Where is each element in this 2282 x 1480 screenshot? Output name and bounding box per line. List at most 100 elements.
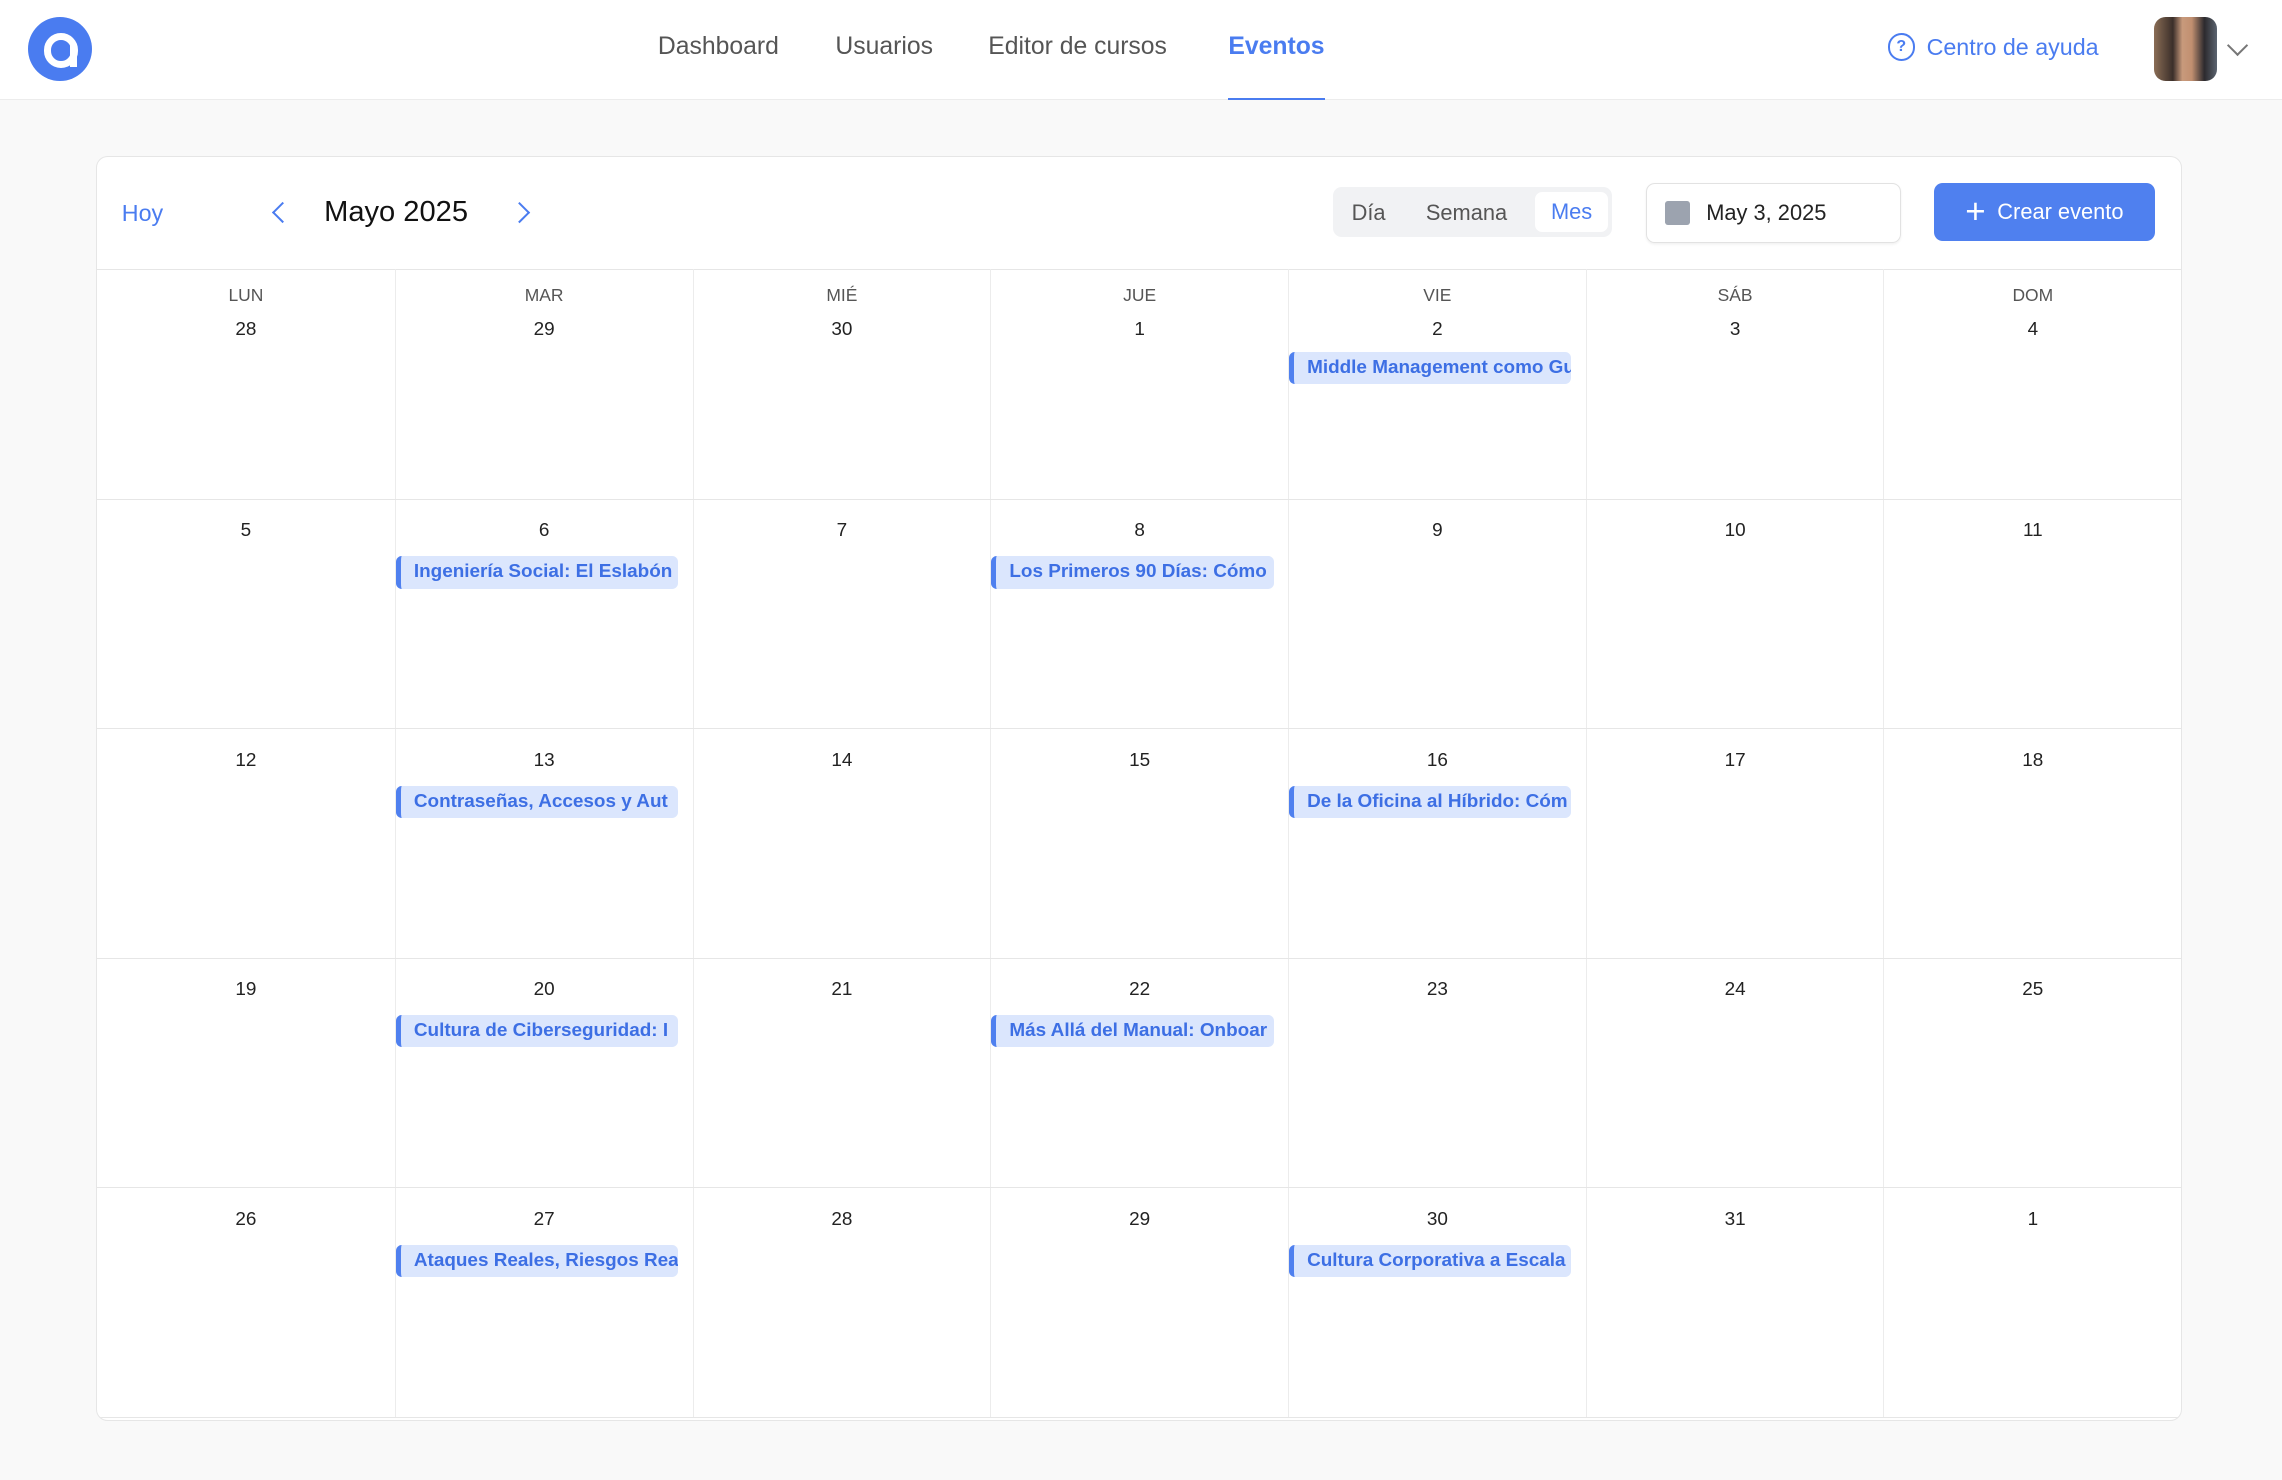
day-cell[interactable]: MAR 29	[394, 268, 693, 499]
day-number: 19	[235, 979, 257, 1001]
day-cell[interactable]: 20 Cultura de Ciberseguridad: I	[394, 958, 693, 1188]
day-cell[interactable]: 14	[692, 729, 991, 958]
day-number: 9	[1432, 520, 1443, 542]
week-row: 19 20 Cultura de Ciberseguridad: I 21 22 Más …	[97, 958, 2182, 1189]
plus-icon: +	[1965, 192, 1986, 232]
day-number: 10	[1724, 520, 1746, 542]
view-month[interactable]: Mes	[1534, 191, 1609, 233]
event-chip[interactable]: Ataques Reales, Riesgos Rea	[395, 1244, 679, 1277]
day-cell[interactable]: 13 Contraseñas, Accesos y Aut	[394, 729, 693, 958]
day-cell[interactable]: DOM 4	[1883, 268, 2181, 499]
day-number: 24	[1724, 979, 1746, 1001]
day-number: 1	[1134, 318, 1145, 340]
help-center-link[interactable]: ? Centro de ayuda	[1887, 33, 2099, 61]
day-number: 1	[2027, 1208, 2039, 1230]
calendar: Hoy Mayo 2025 Día Semana Mes May 3, 2025…	[96, 155, 2183, 1421]
day-number: 6	[538, 520, 550, 542]
event-chip[interactable]: Cultura de Ciberseguridad: I	[395, 1015, 679, 1048]
day-cell[interactable]: MIÉ 30	[692, 268, 991, 499]
day-cell[interactable]: 18	[1883, 729, 2181, 958]
view-switcher: Día Semana Mes	[1332, 187, 1613, 237]
day-cell[interactable]: VIE 2 Middle Management como Guía	[1287, 268, 1586, 499]
avatar[interactable]	[2153, 17, 2217, 82]
day-cell[interactable]: JUE 1	[990, 268, 1288, 499]
view-day[interactable]: Día	[1351, 200, 1386, 226]
day-number: 13	[533, 749, 555, 771]
today-button[interactable]: Hoy	[121, 200, 164, 227]
day-cell[interactable]: 6 Ingeniería Social: El Eslabón	[394, 499, 693, 729]
week-row: 12 13 Contraseñas, Accesos y Aut 14 15 16 De l…	[97, 729, 2182, 959]
day-number: 3	[1729, 318, 1741, 340]
day-cell[interactable]: 10	[1585, 499, 1884, 729]
day-number: 8	[1134, 520, 1145, 542]
weekday-label: LUN	[228, 284, 264, 305]
day-number: 22	[1129, 979, 1151, 1001]
nav-dashboard[interactable]: Dashboard	[657, 33, 779, 61]
day-cell[interactable]: 22 Más Allá del Manual: Onboar	[990, 958, 1288, 1188]
date-picker[interactable]: May 3, 2025	[1645, 182, 1901, 244]
day-cell[interactable]: 1	[1883, 1188, 2181, 1417]
day-cell[interactable]: 9	[1287, 499, 1586, 729]
day-cell[interactable]: 24	[1585, 958, 1884, 1188]
day-cell[interactable]: 21	[692, 958, 991, 1188]
event-chip[interactable]: Cultura Corporativa a Escala	[1288, 1244, 1572, 1277]
event-chip[interactable]: Ingeniería Social: El Eslabón	[395, 556, 679, 589]
day-cell[interactable]: LUN 28	[97, 269, 395, 499]
day-number: 17	[1724, 749, 1746, 771]
help-label: Centro de ayuda	[1926, 33, 2099, 60]
day-cell[interactable]: 8 Los Primeros 90 Días: Cómo	[990, 499, 1288, 729]
day-cell[interactable]: 11	[1883, 499, 2181, 729]
day-number: 12	[235, 749, 257, 771]
event-chip[interactable]: Middle Management como Guía	[1288, 351, 1572, 384]
day-cell[interactable]: 15	[990, 729, 1288, 958]
day-number: 29	[1129, 1208, 1151, 1230]
day-cell[interactable]: 25	[1883, 958, 2181, 1188]
day-number: 2	[1432, 318, 1443, 340]
day-number: 16	[1426, 749, 1448, 771]
nav-usuarios[interactable]: Usuarios	[835, 33, 933, 61]
day-number: 7	[836, 520, 848, 542]
day-cell[interactable]: 7	[692, 499, 991, 729]
day-cell[interactable]: 30 Cultura Corporativa a Escala	[1287, 1188, 1586, 1417]
week-row: 5 6 Ingeniería Social: El Eslabón 7 8 Los Pri…	[97, 499, 2182, 730]
day-cell[interactable]: 31	[1585, 1188, 1884, 1417]
day-number: 21	[831, 979, 853, 1001]
week-row: 26 27 Ataques Reales, Riesgos Rea 28 29 30 Cul…	[97, 1188, 2182, 1418]
day-cell[interactable]: 28	[692, 1188, 991, 1417]
day-number: 11	[2023, 520, 2043, 542]
next-month-icon[interactable]	[508, 201, 531, 223]
help-icon: ?	[1887, 33, 1915, 61]
day-cell[interactable]: 26	[97, 1188, 395, 1416]
nav-editor-cursos[interactable]: Editor de cursos	[988, 33, 1167, 61]
day-number: 4	[2027, 318, 2039, 340]
day-number: 5	[240, 520, 252, 542]
day-number: 28	[235, 318, 257, 340]
day-cell[interactable]: 16 De la Oficina al Híbrido: Cóm	[1287, 729, 1586, 958]
prev-month-icon[interactable]	[271, 201, 293, 223]
event-chip[interactable]: Contraseñas, Accesos y Aut	[395, 785, 679, 818]
day-cell[interactable]: 17	[1585, 729, 1884, 958]
create-event-button[interactable]: + Crear evento	[1933, 182, 2155, 242]
event-chip[interactable]: Más Allá del Manual: Onboar	[991, 1015, 1274, 1048]
calendar-icon	[1665, 201, 1691, 225]
event-chip[interactable]: Los Primeros 90 Días: Cómo	[991, 556, 1274, 589]
chevron-down-icon[interactable]	[2226, 34, 2248, 57]
day-number: 23	[1426, 979, 1448, 1001]
top-nav: Dashboard Usuarios Editor de cursos Even…	[0, 0, 2282, 102]
day-cell[interactable]: 29	[990, 1188, 1288, 1417]
day-cell[interactable]: 12	[97, 729, 395, 957]
day-number: 15	[1129, 749, 1151, 771]
calendar-toolbar: Hoy Mayo 2025 Día Semana Mes May 3, 2025…	[97, 157, 2182, 270]
logo[interactable]	[27, 17, 92, 82]
day-cell[interactable]: 23	[1287, 958, 1586, 1188]
weekday-label: VIE	[1423, 284, 1452, 305]
day-cell[interactable]: 5	[97, 500, 395, 728]
view-week[interactable]: Semana	[1425, 200, 1508, 226]
nav-eventos[interactable]: Eventos	[1228, 33, 1325, 102]
day-cell[interactable]: SÁB 3	[1585, 268, 1884, 499]
day-cell[interactable]: 19	[97, 959, 395, 1187]
event-chip[interactable]: De la Oficina al Híbrido: Cóm	[1288, 785, 1572, 818]
weekday-label: MIÉ	[826, 284, 858, 305]
day-cell[interactable]: 27 Ataques Reales, Riesgos Rea	[394, 1188, 693, 1417]
day-number: 28	[831, 1208, 853, 1230]
